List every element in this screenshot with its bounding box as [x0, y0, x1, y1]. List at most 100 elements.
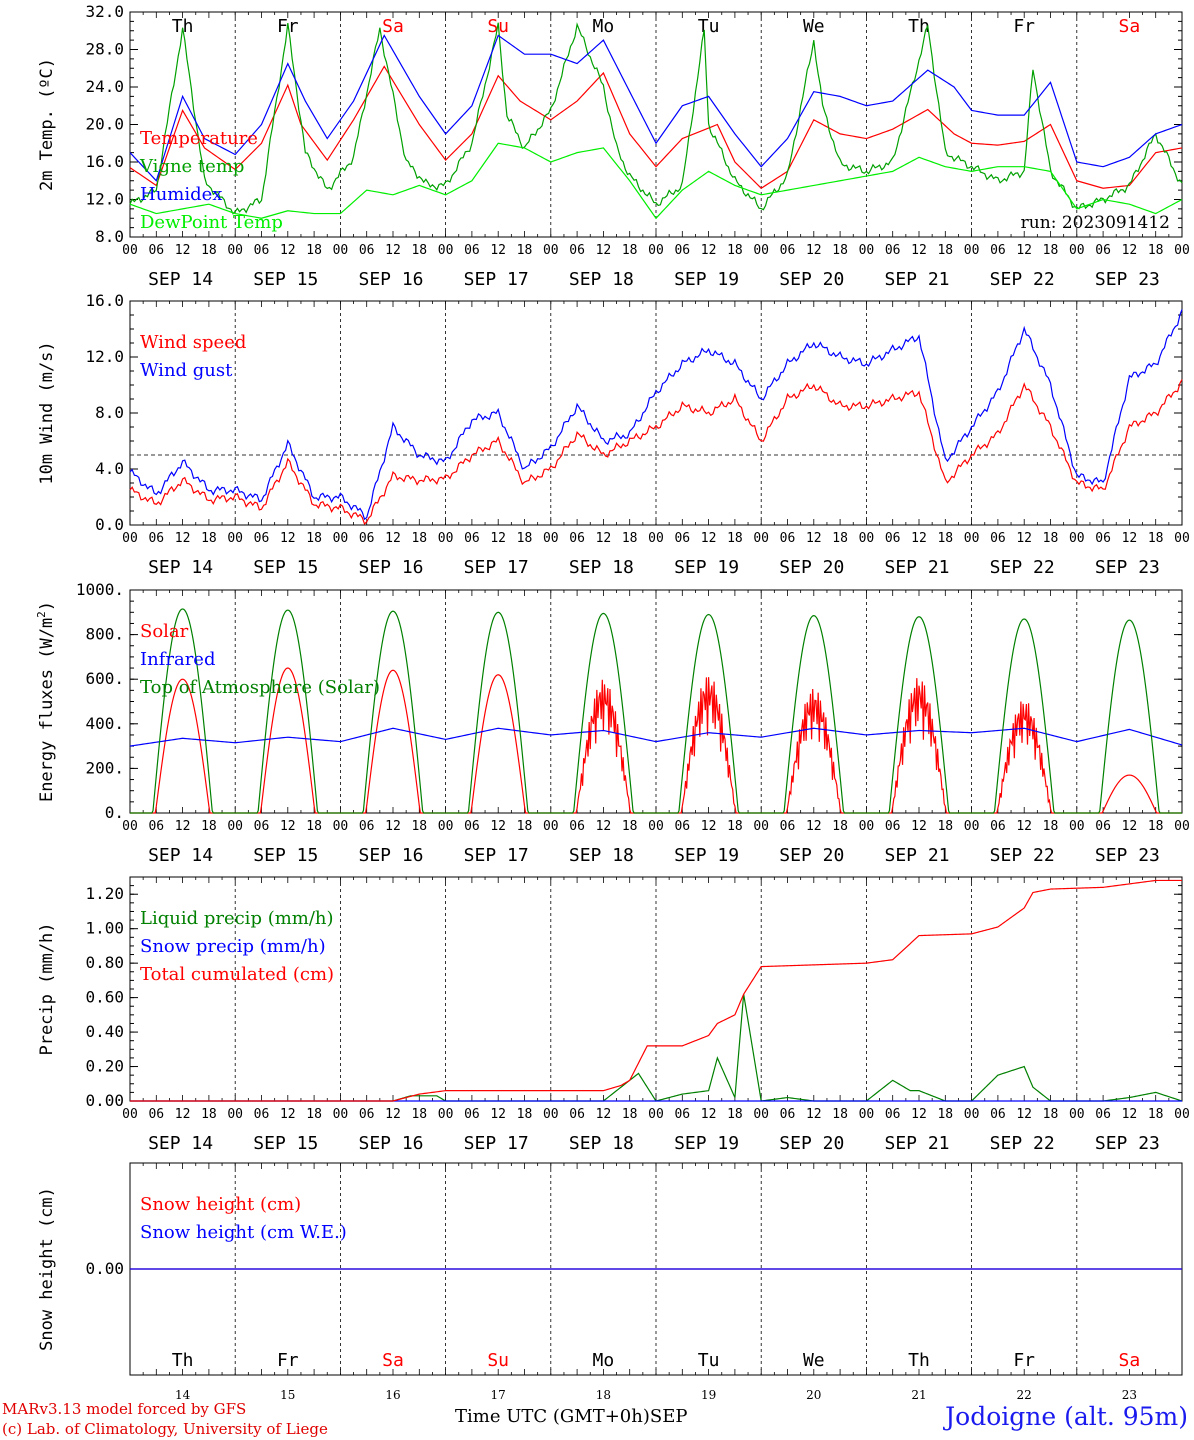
weekday-label: We	[803, 16, 825, 37]
x-hour-label: 06	[254, 531, 270, 546]
x-hour-label: 12	[175, 1107, 191, 1122]
x-hour-label: 06	[990, 531, 1006, 546]
x-hour-label: 18	[517, 819, 533, 834]
x-hour-label: 00	[543, 243, 559, 258]
legend-entry: Snow height (cm)	[140, 1194, 301, 1215]
x-hour-label: 18	[727, 1107, 743, 1122]
legend-entry: Top of Atmosphere (Solar)	[140, 677, 380, 698]
day-number-label: 15	[280, 1388, 295, 1402]
x-hour-label: 12	[1016, 531, 1032, 546]
day-number-label: 20	[806, 1388, 821, 1402]
y-tick-label: 200.	[85, 758, 124, 777]
x-hour-label: 06	[674, 243, 690, 258]
weekday-label: Sa	[1119, 16, 1141, 37]
x-hour-label: 12	[490, 819, 506, 834]
panel-3: 0. 200. 400. 600. 800. 1000. Energy fluxes (W/…	[35, 580, 1190, 866]
series-line-1-2	[129, 22, 1183, 215]
x-hour-label: 18	[411, 243, 427, 258]
x-date-label: SEP 18	[569, 557, 634, 578]
x-hour-label: 18	[727, 819, 743, 834]
panel-4: 0.00 0.20 0.40 0.60 0.80 1.00 1.20 Precip (mm/h…	[37, 876, 1190, 1154]
day-number-label: 14	[175, 1388, 191, 1402]
weekday-label: Th	[908, 1350, 930, 1371]
x-hour-label: 12	[1016, 1107, 1032, 1122]
x-hour-label: 18	[1043, 531, 1059, 546]
weekday-label: Sa	[382, 1350, 404, 1371]
x-hour-label: 00	[1174, 531, 1190, 546]
x-hour-label: 12	[490, 531, 506, 546]
x-hour-label: 06	[674, 1107, 690, 1122]
x-hour-label: 12	[490, 243, 506, 258]
lab-credit-line: (c) Lab. of Climatology, University of L…	[2, 1420, 328, 1438]
x-hour-label: 12	[806, 243, 822, 258]
y-axis-label: 2m Temp. (ºC)	[37, 58, 57, 191]
x-hour-label: 18	[517, 243, 533, 258]
legend-entry: Total cumulated (cm)	[140, 964, 334, 985]
x-hour-label: 18	[201, 1107, 217, 1122]
x-hour-label: 00	[122, 531, 138, 546]
x-hour-label: 18	[201, 531, 217, 546]
y-tick-label: 0.	[105, 803, 124, 822]
x-date-label: SEP 20	[779, 1133, 844, 1154]
x-hour-label: 00	[753, 531, 769, 546]
x-date-label: SEP 16	[358, 845, 423, 866]
station-name: Jodoigne (alt. 95m)	[945, 1402, 1188, 1431]
x-hour-label: 12	[175, 243, 191, 258]
x-hour-label: 12	[701, 243, 717, 258]
y-tick-label: 1000.	[76, 580, 124, 599]
panel-frame	[129, 300, 1183, 526]
day-number-label: 18	[596, 1388, 611, 1402]
x-date-label: SEP 20	[779, 845, 844, 866]
x-hour-label: 12	[280, 819, 296, 834]
x-hour-label: 18	[1043, 243, 1059, 258]
x-hour-label: 18	[411, 819, 427, 834]
day-number-label: 21	[911, 1388, 926, 1402]
x-hour-label: 12	[596, 819, 612, 834]
x-hour-label: 00	[122, 819, 138, 834]
x-hour-label: 06	[780, 1107, 796, 1122]
x-hour-label: 00	[859, 819, 875, 834]
weekday-label: Fr	[1013, 16, 1035, 37]
x-hour-label: 18	[832, 243, 848, 258]
x-date-label: SEP 21	[884, 269, 949, 290]
x-hour-label: 12	[385, 243, 401, 258]
x-date-label: SEP 19	[674, 557, 739, 578]
x-date-label: SEP 17	[464, 269, 529, 290]
y-tick-label: 400.	[85, 714, 124, 733]
y-tick-label: 0.0	[95, 515, 124, 534]
x-hour-label: 18	[622, 531, 638, 546]
x-hour-label: 06	[254, 1107, 270, 1122]
x-hour-label: 00	[753, 819, 769, 834]
x-hour-label: 00	[438, 1107, 454, 1122]
x-date-label: SEP 15	[253, 845, 318, 866]
x-hour-label: 06	[464, 1107, 480, 1122]
x-hour-label: 00	[753, 1107, 769, 1122]
x-date-label: SEP 15	[253, 557, 318, 578]
x-date-label: SEP 16	[358, 557, 423, 578]
x-hour-label: 18	[832, 1107, 848, 1122]
day-number-label: 19	[701, 1388, 716, 1402]
weekday-label: Tu	[698, 16, 720, 37]
x-date-label: SEP 15	[253, 1133, 318, 1154]
x-hour-label: 18	[517, 531, 533, 546]
x-hour-label: 12	[806, 531, 822, 546]
x-hour-label: 12	[1016, 243, 1032, 258]
x-hour-label: 06	[359, 1107, 375, 1122]
x-hour-label: 12	[701, 819, 717, 834]
x-hour-label: 18	[411, 531, 427, 546]
x-hour-label: 18	[937, 819, 953, 834]
x-hour-label: 18	[832, 531, 848, 546]
x-date-label: SEP 22	[990, 269, 1055, 290]
x-hour-label: 06	[254, 819, 270, 834]
x-hour-label: 00	[543, 1107, 559, 1122]
x-date-label: SEP 14	[148, 557, 213, 578]
y-tick-label: 12.0	[85, 190, 124, 209]
x-date-label: SEP 19	[674, 845, 739, 866]
x-hour-label: 12	[1122, 1107, 1138, 1122]
x-hour-label: 00	[1069, 243, 1085, 258]
x-hour-label: 00	[122, 243, 138, 258]
weekday-label: Sa	[1119, 1350, 1141, 1371]
x-date-label: SEP 21	[884, 557, 949, 578]
y-tick-label: 32.0	[85, 2, 124, 21]
x-date-label: SEP 18	[569, 845, 634, 866]
